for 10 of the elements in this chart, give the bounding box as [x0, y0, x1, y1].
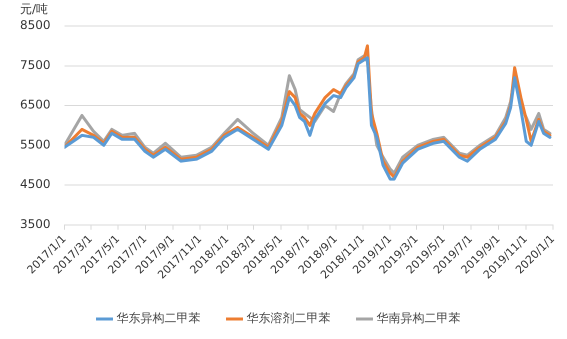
legend-label: 华东异构二甲苯	[116, 311, 200, 326]
y-tick-label: 8500	[20, 18, 51, 32]
y-tick-label: 5500	[20, 137, 51, 152]
y-tick-label: 7500	[20, 58, 51, 72]
legend-label: 华东溶剂二甲苯	[246, 311, 330, 326]
y-tick-label: 3500	[20, 216, 51, 231]
y-tick-label: 4500	[20, 177, 51, 192]
legend-label: 华南异构二甲苯	[376, 311, 460, 326]
y-axis-title: 元/吨	[20, 2, 48, 16]
y-tick-label: 6500	[20, 98, 51, 112]
